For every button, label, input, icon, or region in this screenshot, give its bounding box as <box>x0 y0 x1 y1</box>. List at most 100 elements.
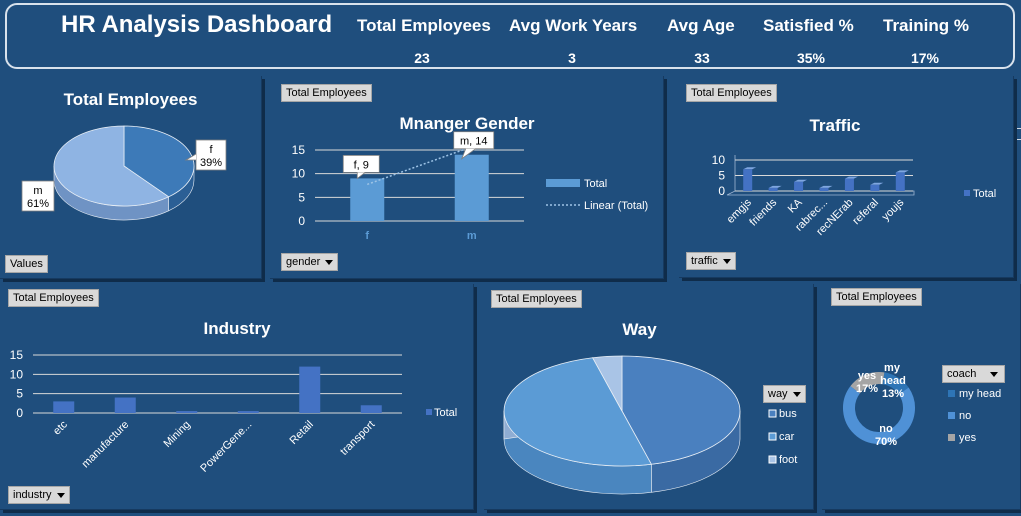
bar-powergene <box>237 411 259 413</box>
way-filter-button[interactable]: way <box>763 385 806 403</box>
legend-label-foot: foot <box>779 454 797 466</box>
panel-coach: Total Employees my head 13% no 70% yes 17% my h… <box>822 284 1021 510</box>
total-employees-field-button[interactable]: Total Employees <box>686 84 777 102</box>
dashboard-header: HR Analysis Dashboard Total Employees 23… <box>5 3 1015 69</box>
bar-rabrec <box>819 187 829 191</box>
x-tick-label: m <box>467 230 477 242</box>
kpi-satisfied-value: 35% <box>796 50 826 66</box>
donut-label-my-head-pct: 13% <box>882 388 904 400</box>
donut-label-yes-pct: 17% <box>856 383 878 395</box>
total-employees-field-button[interactable]: Total Employees <box>8 289 99 307</box>
legend-swatch-yes <box>948 434 955 441</box>
total-employees-field-button[interactable]: Total Employees <box>281 84 372 102</box>
pie-label-f: f <box>209 144 213 156</box>
gender-filter-button[interactable]: gender <box>281 253 339 271</box>
way-pie-chart: bus car foot <box>503 355 797 495</box>
panel-manager-gender: Total Employees Mnanger Gender 0 5 10 15 f m f… <box>270 76 664 279</box>
chart-title: Total Employees <box>63 90 198 109</box>
total-employees-field-button[interactable]: Total Employees <box>491 290 582 308</box>
legend-label-yes: yes <box>959 432 977 444</box>
bar-ka <box>794 181 804 191</box>
total-employees-pie-slice-m <box>53 125 170 207</box>
pie-label-m-box <box>21 180 55 212</box>
kpi-training-label: Training % <box>883 16 969 35</box>
bar-top-youjs <box>895 170 909 173</box>
donut-slice-my-head <box>882 372 909 395</box>
pie-label-f-pointer <box>184 153 197 161</box>
chart-title: Industry <box>203 319 271 338</box>
y-tick-label: 15 <box>292 143 306 157</box>
legend-swatch-total <box>426 409 432 415</box>
y-tick-label: 10 <box>292 167 306 181</box>
bar-top-rabrec <box>819 185 833 188</box>
way-pie-slice-car <box>503 357 652 467</box>
pie-label-m: m <box>33 185 42 197</box>
total-employees-pie-chart: f39% m61% <box>21 125 227 221</box>
kpi-avg-work-years-value: 3 <box>568 50 576 66</box>
x-tick-label: friends <box>747 196 779 228</box>
kpi-total-employees-value: 23 <box>414 50 430 66</box>
bar-top-recnerab <box>844 176 858 179</box>
data-label-f-box <box>342 155 380 173</box>
legend-swatch-foot <box>768 455 777 464</box>
legend-swatch-no <box>948 412 955 419</box>
kpi-training-value: 17% <box>910 50 940 66</box>
trendline <box>366 146 473 186</box>
values-button[interactable]: Values <box>5 255 48 273</box>
x-tick-label: KA <box>786 196 805 215</box>
chart-title: Traffic <box>809 116 861 135</box>
y-tick-label: 15 <box>10 348 24 362</box>
bar-m <box>454 154 489 221</box>
chart-floor <box>726 190 915 196</box>
panel-total-employees: Total Employees f 39% m 61% Values <box>0 76 262 279</box>
dashboard-title: HR Analysis Dashboard <box>61 11 333 38</box>
panel-way: Total Employees Way bus car foot way <box>484 284 814 510</box>
kpi-avg-work-years-label: Avg Work Years <box>509 16 638 35</box>
y-tick-label: 5 <box>298 190 305 204</box>
industry-filter-button[interactable]: industry <box>8 486 70 504</box>
y-tick-label: 5 <box>16 387 23 401</box>
bar-transport <box>360 405 382 413</box>
data-label-f: f, 9 <box>354 159 369 171</box>
legend-swatch-car <box>768 432 777 441</box>
bar-manufacture <box>114 397 136 413</box>
donut-label-yes: yes <box>858 370 876 382</box>
legend-label-total: Total <box>434 407 457 419</box>
x-tick-label: f <box>365 230 369 242</box>
chart-title: Way <box>622 320 657 339</box>
bar-mining <box>176 411 198 413</box>
way-pie-slice-bus <box>621 355 741 465</box>
legend-label-total: Total <box>973 188 996 200</box>
legend-swatch-my-head <box>948 390 955 397</box>
coach-filter-button[interactable]: coach <box>942 365 1005 383</box>
total-employees-field-button[interactable]: Total Employees <box>831 288 922 306</box>
bar-f <box>350 178 385 221</box>
donut-label-my-head: my <box>884 362 901 374</box>
traffic-filter-button[interactable]: traffic <box>686 252 736 270</box>
industry-bar-chart: 0 5 10 15 etc manufacture Mining PowerGene... Re… <box>10 348 458 475</box>
legend-label-trendline: Linear (Total) <box>584 200 648 212</box>
x-tick-label: Mining <box>161 419 192 450</box>
legend-label-total: Total <box>584 178 607 190</box>
donut-label-no: no <box>879 423 893 435</box>
donut-label-my-head: head <box>880 375 906 387</box>
donut-slice-no <box>843 386 915 444</box>
bar-top-friends <box>768 185 782 188</box>
kpi-total-employees-label: Total Employees <box>357 16 491 35</box>
legend-swatch-total <box>964 190 970 196</box>
bar-recnerab <box>844 178 854 191</box>
legend-swatch-bus <box>768 409 777 418</box>
y-tick-label: 0 <box>718 184 725 198</box>
data-label-f-pointer <box>356 172 366 180</box>
panel-traffic: Total Employees Traffic 0 5 10 emgjs friends… <box>679 76 1014 278</box>
x-tick-label: etc <box>51 418 70 437</box>
panel-industry: Total Employees Industry 0 5 10 15 etc manufa… <box>0 284 474 510</box>
manager-gender-bar-chart: 0 5 10 15 f m f, 9 m, 14 Total Linear (Total) <box>292 131 648 242</box>
y-tick-label: 0 <box>298 214 305 228</box>
scroll-handle[interactable] <box>1014 128 1021 140</box>
y-tick-label: 0 <box>16 406 23 420</box>
legend-label-no: no <box>959 410 971 422</box>
kpi-avg-age-label: Avg Age <box>667 16 735 35</box>
kpi-satisfied-label: Satisfied % <box>763 16 854 35</box>
